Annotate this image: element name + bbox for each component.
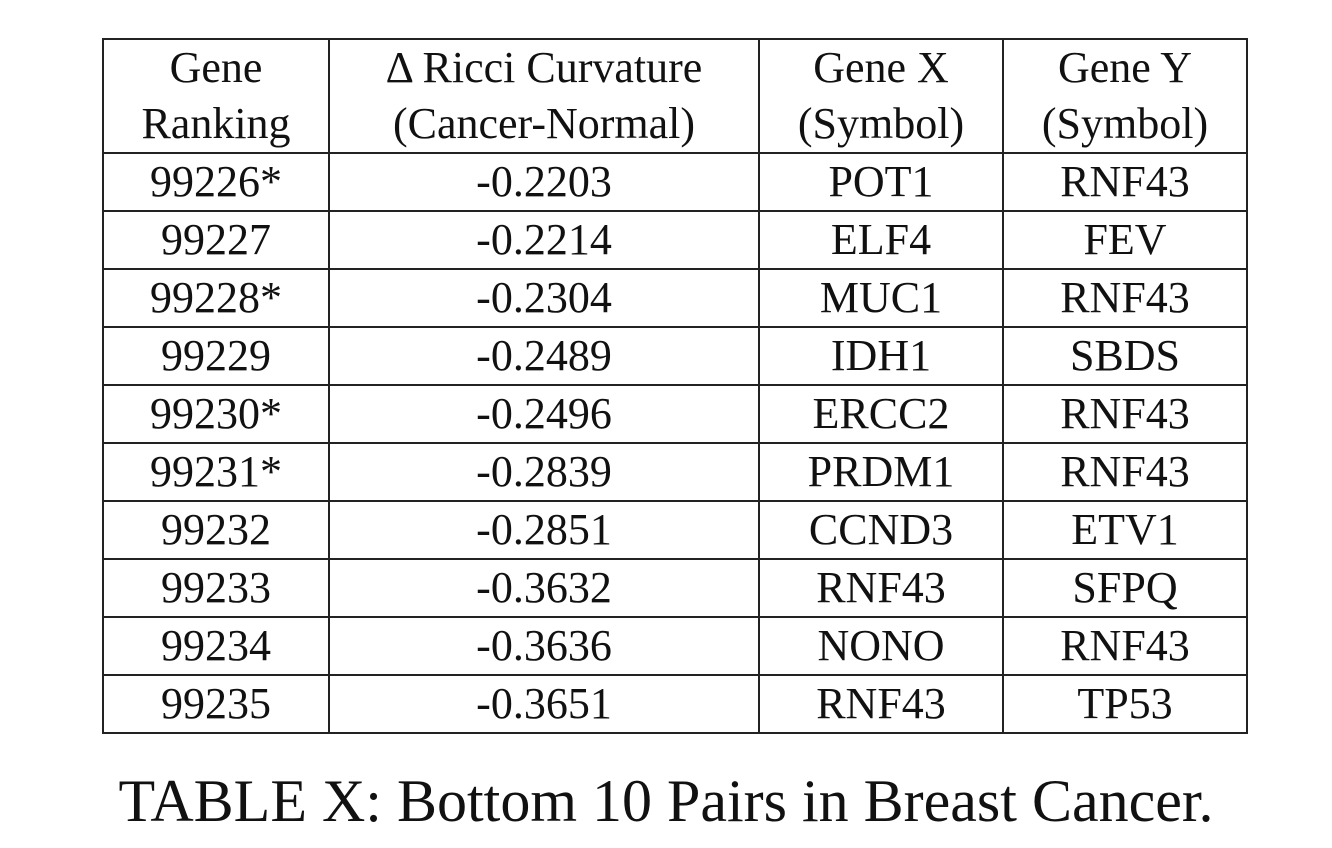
cell-gene-ranking: 99231*	[102, 442, 330, 502]
cell-gene-ranking: 99227	[102, 210, 330, 270]
header-row: Gene Ranking Δ Ricci Curvature (Cancer-N…	[102, 38, 1248, 154]
cell-gene-y: RNF43	[1002, 384, 1248, 444]
cell-gene-ranking: 99235	[102, 674, 330, 734]
results-table-container: Gene Ranking Δ Ricci Curvature (Cancer-N…	[102, 38, 1248, 734]
cell-gene-x: RNF43	[758, 558, 1004, 618]
header-gene-x-line2: (Symbol)	[797, 99, 965, 148]
cell-gene-x: NONO	[758, 616, 1004, 676]
cell-gene-y: RNF43	[1002, 268, 1248, 328]
cell-gene-y: SFPQ	[1002, 558, 1248, 618]
cell-gene-ranking: 99234	[102, 616, 330, 676]
cell-gene-y: RNF43	[1002, 442, 1248, 502]
cell-gene-ranking: 99230*	[102, 384, 330, 444]
cell-gene-x: ERCC2	[758, 384, 1004, 444]
header-gene-y-line2: (Symbol)	[1041, 99, 1209, 148]
cell-gene-ranking: 99233	[102, 558, 330, 618]
cell-delta-ricci: -0.2203	[328, 152, 760, 212]
table-row: 99227 -0.2214 ELF4 FEV	[102, 210, 1248, 270]
cell-delta-ricci: -0.2839	[328, 442, 760, 502]
header-delta-ricci-line1: Δ Ricci Curvature	[385, 43, 703, 92]
table-row: 99226* -0.2203 POT1 RNF43	[102, 152, 1248, 212]
cell-gene-x: ELF4	[758, 210, 1004, 270]
cell-delta-ricci: -0.3651	[328, 674, 760, 734]
table-row: 99230* -0.2496 ERCC2 RNF43	[102, 384, 1248, 444]
cell-gene-y: ETV1	[1002, 500, 1248, 560]
cell-delta-ricci: -0.3636	[328, 616, 760, 676]
cell-gene-x: CCND3	[758, 500, 1004, 560]
header-gene-ranking-line1: Gene	[169, 43, 263, 92]
header-gene-ranking-line2: Ranking	[141, 99, 291, 148]
header-delta-ricci: Δ Ricci Curvature (Cancer-Normal)	[328, 38, 760, 154]
table-caption: TABLE X: Bottom 10 Pairs in Breast Cance…	[118, 768, 1214, 834]
cell-gene-y: RNF43	[1002, 152, 1248, 212]
cell-delta-ricci: -0.2489	[328, 326, 760, 386]
cell-gene-ranking: 99229	[102, 326, 330, 386]
cell-gene-x: PRDM1	[758, 442, 1004, 502]
cell-gene-ranking: 99232	[102, 500, 330, 560]
cell-gene-y: RNF43	[1002, 616, 1248, 676]
cell-gene-x: MUC1	[758, 268, 1004, 328]
header-gene-x-line1: Gene X	[813, 43, 949, 92]
table-row: 99232 -0.2851 CCND3 ETV1	[102, 500, 1248, 560]
header-gene-y: Gene Y (Symbol)	[1002, 38, 1248, 154]
cell-gene-ranking: 99226*	[102, 152, 330, 212]
cell-gene-y: SBDS	[1002, 326, 1248, 386]
cell-delta-ricci: -0.3632	[328, 558, 760, 618]
table-row: 99234 -0.3636 NONO RNF43	[102, 616, 1248, 676]
table-row: 99231* -0.2839 PRDM1 RNF43	[102, 442, 1248, 502]
header-gene-x: Gene X (Symbol)	[758, 38, 1004, 154]
cell-gene-x: IDH1	[758, 326, 1004, 386]
table-header: Gene Ranking Δ Ricci Curvature (Cancer-N…	[102, 38, 1248, 154]
table-body: 99226* -0.2203 POT1 RNF43 99227 -0.2214 …	[102, 152, 1248, 734]
cell-delta-ricci: -0.2214	[328, 210, 760, 270]
header-gene-y-line1: Gene Y	[1058, 43, 1192, 92]
header-gene-ranking: Gene Ranking	[102, 38, 330, 154]
cell-delta-ricci: -0.2304	[328, 268, 760, 328]
results-table: Gene Ranking Δ Ricci Curvature (Cancer-N…	[102, 38, 1248, 734]
cell-gene-y: FEV	[1002, 210, 1248, 270]
cell-gene-ranking: 99228*	[102, 268, 330, 328]
cell-delta-ricci: -0.2851	[328, 500, 760, 560]
cell-delta-ricci: -0.2496	[328, 384, 760, 444]
table-row: 99233 -0.3632 RNF43 SFPQ	[102, 558, 1248, 618]
cell-gene-y: TP53	[1002, 674, 1248, 734]
table-row: 99235 -0.3651 RNF43 TP53	[102, 674, 1248, 734]
cell-gene-x: POT1	[758, 152, 1004, 212]
header-delta-ricci-line2: (Cancer-Normal)	[392, 99, 696, 148]
table-row: 99229 -0.2489 IDH1 SBDS	[102, 326, 1248, 386]
table-row: 99228* -0.2304 MUC1 RNF43	[102, 268, 1248, 328]
cell-gene-x: RNF43	[758, 674, 1004, 734]
